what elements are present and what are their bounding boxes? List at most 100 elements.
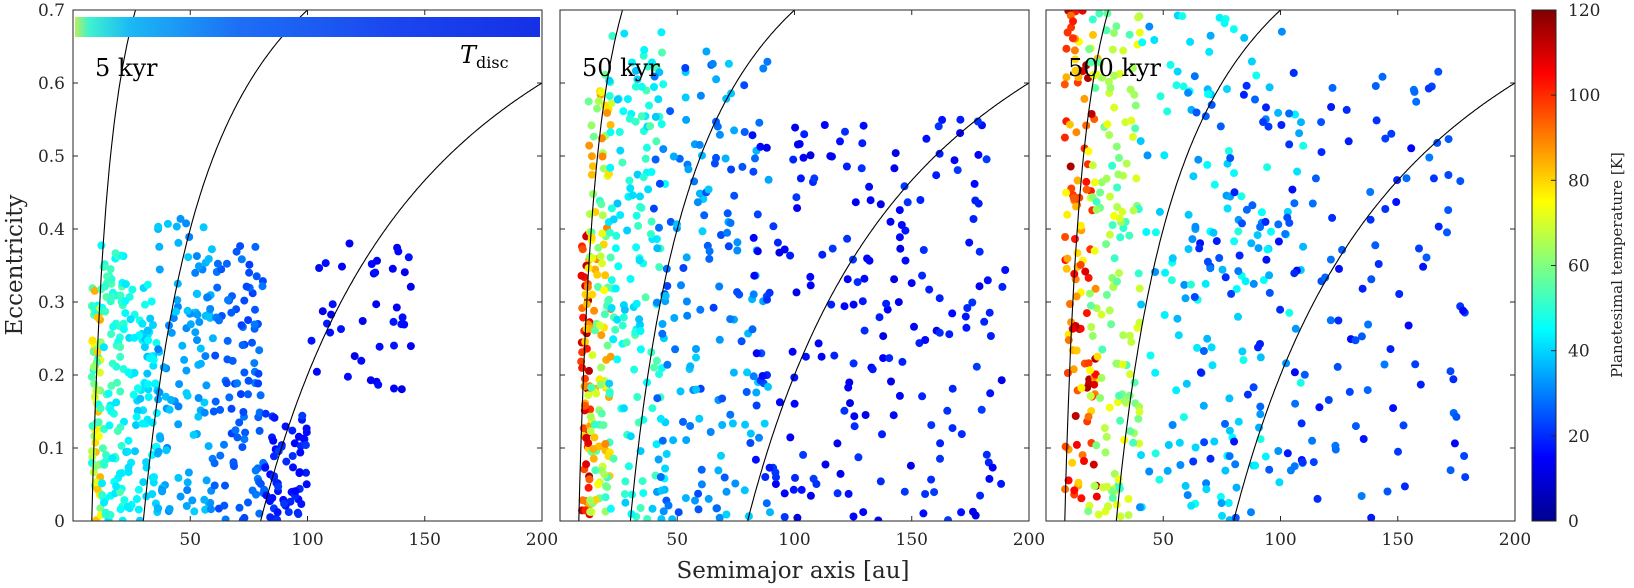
data-point <box>1275 478 1284 487</box>
y-tick-label: 0 <box>54 512 65 532</box>
data-point <box>609 454 618 463</box>
data-point <box>728 419 737 428</box>
data-point <box>677 281 685 290</box>
data-point <box>619 107 628 116</box>
data-point <box>206 305 215 313</box>
data-point <box>184 468 193 477</box>
data-point <box>189 430 198 439</box>
data-point <box>1277 27 1286 36</box>
data-point <box>1062 264 1071 273</box>
data-point <box>144 393 153 401</box>
data-point <box>965 238 974 247</box>
data-point <box>1199 347 1208 355</box>
panel-time-label-1: 5 kyr <box>95 54 158 82</box>
data-point <box>584 97 593 106</box>
data-point <box>1151 228 1160 237</box>
data-point <box>919 246 928 254</box>
data-point <box>174 473 183 482</box>
data-point <box>163 219 172 228</box>
data-point <box>1105 306 1114 315</box>
data-point <box>1238 347 1247 356</box>
data-point <box>1247 57 1256 66</box>
data-point <box>147 297 156 306</box>
data-point <box>1112 22 1121 31</box>
data-point <box>149 355 158 364</box>
data-point <box>112 398 121 407</box>
data-point <box>406 342 415 351</box>
data-point <box>898 357 907 366</box>
data-point <box>585 366 593 375</box>
data-point <box>188 496 197 505</box>
data-point <box>1113 183 1122 192</box>
data-point <box>661 292 670 300</box>
data-point <box>1105 230 1114 239</box>
data-point <box>1276 305 1285 314</box>
x-tick-label: 200 <box>1499 530 1531 550</box>
data-point <box>860 326 869 335</box>
data-point <box>135 516 144 521</box>
data-point <box>759 64 768 73</box>
data-point <box>302 424 311 433</box>
data-point <box>683 311 692 320</box>
data-point <box>1071 412 1080 420</box>
data-point <box>176 492 185 501</box>
data-point <box>372 300 381 309</box>
data-point <box>605 389 614 398</box>
data-point <box>124 436 133 445</box>
data-point <box>1256 402 1265 411</box>
data-point <box>652 356 661 365</box>
data-point <box>1315 403 1324 412</box>
data-point <box>1181 481 1190 490</box>
data-point <box>1295 129 1304 138</box>
data-point <box>1090 246 1099 255</box>
data-point <box>141 300 149 309</box>
data-point <box>1120 435 1129 444</box>
data-point <box>657 120 666 129</box>
data-point <box>761 473 770 481</box>
data-point <box>1191 222 1200 231</box>
data-point <box>1091 84 1100 92</box>
data-point <box>624 462 633 471</box>
data-point <box>821 460 830 469</box>
data-point <box>130 333 139 342</box>
data-point <box>149 321 157 329</box>
data-point <box>1371 82 1380 90</box>
data-point <box>149 361 158 370</box>
data-point <box>806 151 815 160</box>
data-point <box>591 466 600 475</box>
data-point <box>843 275 852 284</box>
data-point <box>1256 353 1265 362</box>
data-point <box>601 493 610 502</box>
data-point <box>1201 112 1210 121</box>
data-point <box>133 406 142 415</box>
data-point <box>932 171 941 180</box>
data-point <box>885 354 894 363</box>
data-point <box>1367 513 1376 521</box>
data-point <box>105 421 114 430</box>
data-point <box>1326 255 1335 264</box>
data-point <box>647 168 656 176</box>
data-point <box>1331 445 1340 454</box>
data-point <box>211 397 220 406</box>
data-point <box>1364 320 1373 329</box>
data-point <box>239 408 248 416</box>
data-point <box>1291 399 1300 408</box>
data-point <box>1125 30 1134 39</box>
data-point <box>91 478 100 487</box>
data-point <box>1071 55 1080 64</box>
x-tick-label: 100 <box>778 530 810 550</box>
data-point <box>1080 457 1088 465</box>
data-point <box>240 513 249 521</box>
data-point <box>116 291 125 300</box>
data-point <box>916 196 925 204</box>
data-point <box>1145 22 1154 31</box>
data-point <box>830 351 839 360</box>
data-point <box>1116 512 1125 521</box>
data-point <box>1324 396 1333 404</box>
data-point <box>874 516 883 521</box>
data-point <box>620 305 629 314</box>
data-point <box>763 295 771 304</box>
data-point <box>890 164 899 173</box>
data-point <box>1216 122 1225 131</box>
